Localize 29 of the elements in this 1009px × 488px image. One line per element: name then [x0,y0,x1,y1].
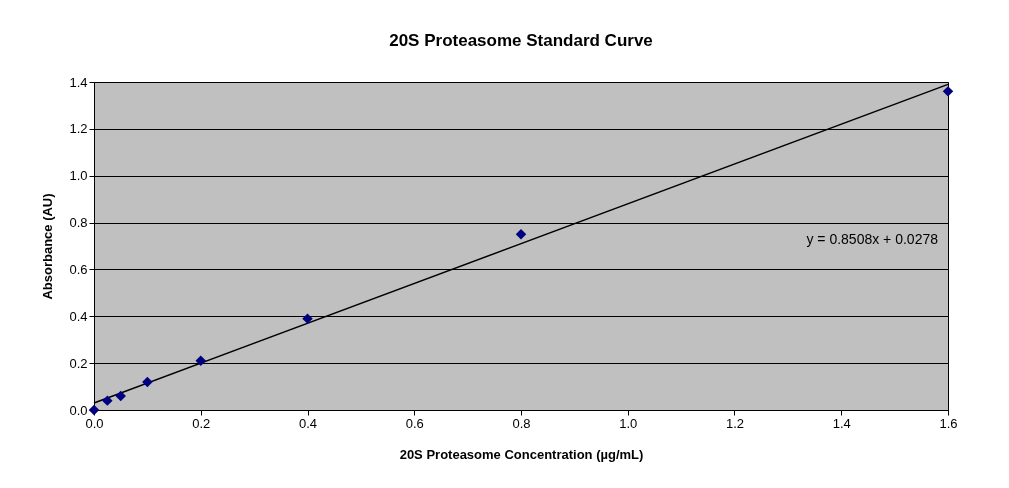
annotation: y = 0.8508x + 0.0278 [806,231,939,247]
x-tick-label: 0.4 [298,415,318,431]
x-tick-label: 1.6 [939,415,958,431]
point [102,395,113,406]
point [115,390,126,402]
y-tick-label: 1.2 [69,121,88,137]
y-tick-label: 1.4 [69,74,88,90]
y-axis-title: Absorbance (AU) [40,193,56,300]
x-tick-label: 0.0 [85,415,104,431]
x-tick-label: 0.6 [405,415,424,431]
point [942,86,954,97]
point [302,313,313,324]
y-tick-label: 0.8 [69,215,88,231]
y-tick-label: 0.4 [69,308,88,324]
x-tick-label: 0.8 [512,415,531,431]
y-tick-label: 1.0 [69,168,88,184]
x-tick-label: 1.4 [832,415,851,431]
point [88,404,100,416]
y-tick-label: 0.2 [69,355,88,371]
y-tick-label: 0.0 [69,402,88,418]
x-tick-label: 1.2 [725,415,745,431]
x-tick-label: 0.2 [192,415,211,431]
y-tick-label: 0.6 [69,261,88,277]
chart-title: 20S Proteasome Standard Curve [389,31,653,50]
point [142,376,153,388]
x-axis-title: 20S Proteasome Concentration (µg/mL) [399,446,644,462]
point [195,355,206,367]
x-tick-label: 1.0 [619,415,638,431]
point [515,229,527,240]
